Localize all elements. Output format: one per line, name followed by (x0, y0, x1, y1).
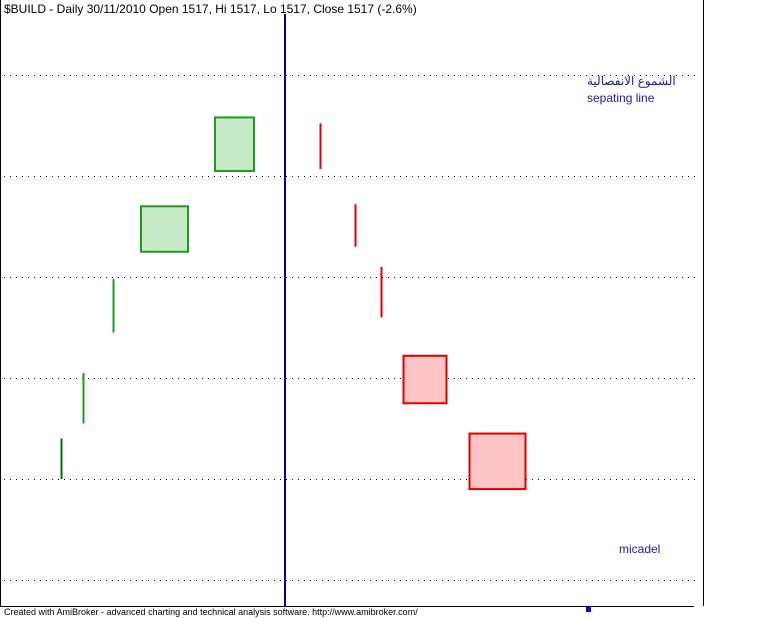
footer-credit: Created with AmiBroker - advanced charti… (4, 607, 418, 617)
grid-layer (4, 75, 700, 581)
candle-bear-9 (402, 354, 448, 405)
candle-bull-5 (214, 116, 255, 172)
arabic-annotation: الشموع الانفصالية (587, 74, 676, 88)
candle-layer (60, 116, 527, 491)
separating-line-label: sepating line (587, 91, 655, 105)
author-label: micadel (619, 542, 660, 556)
chart-title: $BUILD - Daily 30/11/2010 Open 1517, Hi … (4, 2, 417, 16)
position-marker (586, 607, 591, 612)
candle-bear-10 (468, 432, 527, 491)
candle-bull-4 (140, 205, 189, 253)
